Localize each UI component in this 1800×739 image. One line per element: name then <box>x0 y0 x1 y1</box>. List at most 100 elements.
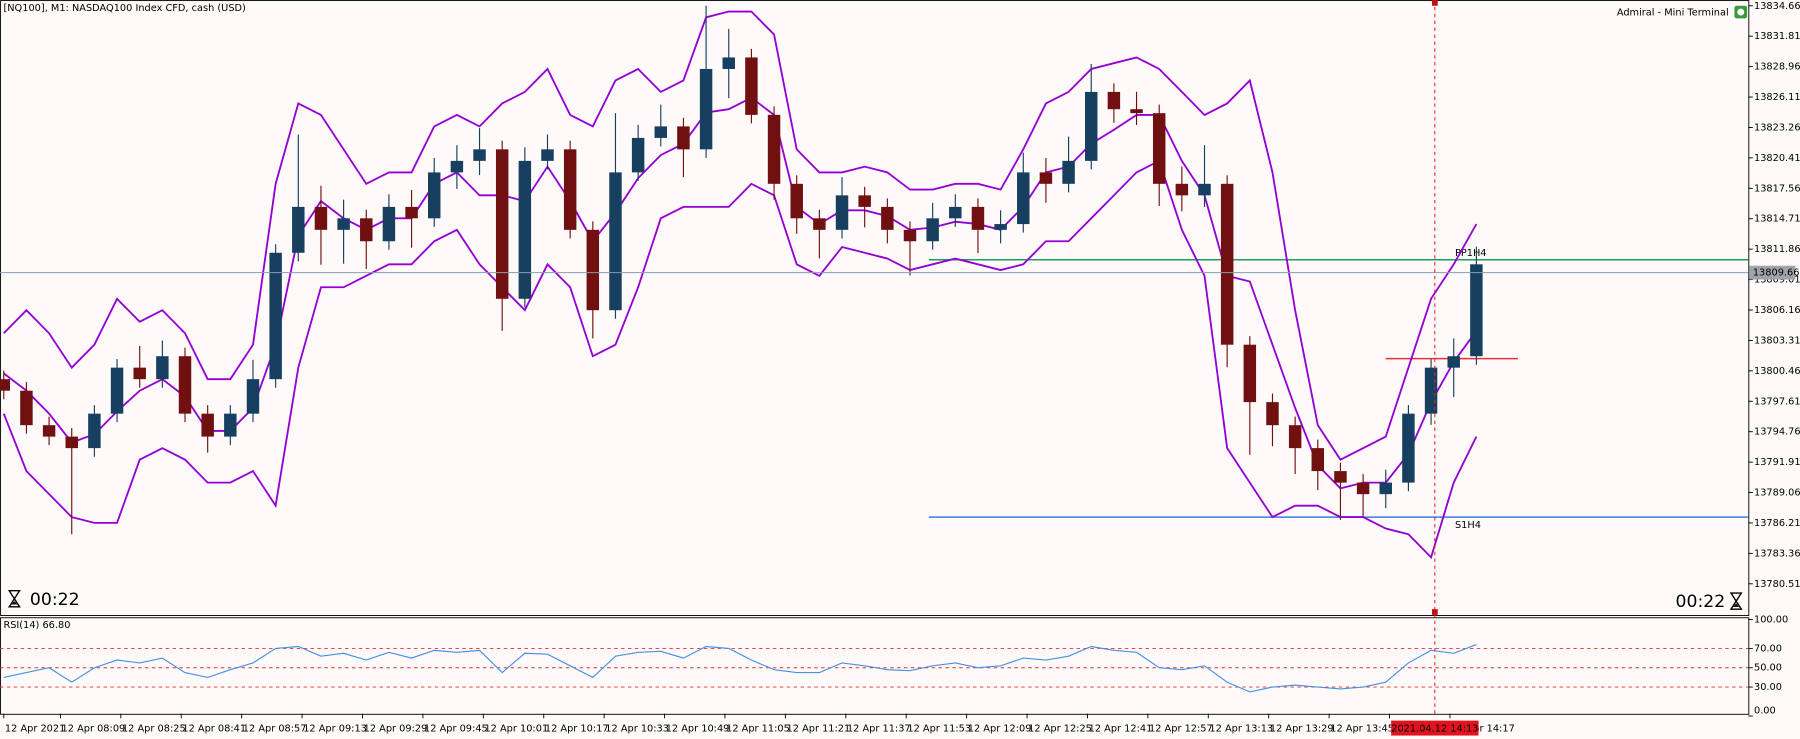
candle <box>1402 405 1415 492</box>
pivot-label: PP1H4 <box>1455 248 1487 259</box>
y-tick-label: 13817.56 <box>1754 183 1800 194</box>
terminal-icon <box>1734 5 1748 19</box>
candle <box>699 5 713 158</box>
x-tick-label: 12 Apr 09:45 <box>424 724 488 735</box>
candle-body <box>20 390 33 426</box>
candle <box>88 405 101 457</box>
candle-body <box>835 195 849 230</box>
x-tick-label: 12 Apr 12:57 <box>1149 724 1213 735</box>
candle-body <box>110 367 124 414</box>
terminal-label: Admiral - Mini Terminal <box>1617 8 1729 19</box>
candle-body <box>495 149 509 299</box>
candle <box>1334 462 1347 520</box>
y-tick-label: 13811.86 <box>1754 244 1800 255</box>
candle-body <box>88 413 101 449</box>
candle-body <box>269 252 282 380</box>
candle <box>1311 439 1325 490</box>
candle-body <box>631 137 645 173</box>
candle-body <box>518 160 532 299</box>
hourglass-left <box>7 590 21 608</box>
candle <box>337 199 350 264</box>
candle-body <box>1311 448 1325 472</box>
candle <box>1107 83 1121 123</box>
candle <box>949 194 962 227</box>
y-tick-label: 13791.91 <box>1754 457 1800 468</box>
candle-body <box>994 224 1007 230</box>
candle-body <box>292 206 305 253</box>
candle-body <box>1039 172 1053 184</box>
candle <box>1198 145 1211 208</box>
crosshair-marker <box>1431 609 1438 615</box>
candle <box>903 221 917 276</box>
x-tick-label: 12 Apr 11:05 <box>726 724 790 735</box>
candle-body <box>1175 183 1189 196</box>
candle-body <box>246 379 260 414</box>
candle-body <box>133 367 146 380</box>
candle-body <box>699 68 713 150</box>
candle <box>473 128 486 176</box>
candle <box>156 340 169 388</box>
candle-body <box>1017 172 1030 225</box>
bollinger-lower <box>2 159 1478 560</box>
hourglass-right <box>1728 590 1744 611</box>
x-tick-label: 12 Apr 10:01 <box>484 724 548 735</box>
chart-title: [NQ100], M1: NASDAQ100 Index CFD, cash (… <box>3 3 245 14</box>
candle-body <box>42 425 56 437</box>
candle <box>1039 157 1053 203</box>
x-tick-label: 12 Apr 09:13 <box>303 724 367 735</box>
x-tick-label: 12 Apr 13:45 <box>1330 724 1394 735</box>
bar-timer-left: 00:22 <box>30 590 80 610</box>
candle-body <box>1220 183 1234 345</box>
candle-body <box>541 149 554 161</box>
candle-body <box>1085 91 1098 161</box>
candle-body <box>1447 356 1460 368</box>
candle-body <box>903 229 917 242</box>
candle <box>360 209 373 270</box>
y-tick-label: 13806.16 <box>1754 305 1800 316</box>
candle-body <box>949 206 962 219</box>
candle-body <box>790 183 803 219</box>
candle-body <box>427 172 441 219</box>
candle-body <box>1266 402 1279 426</box>
x-tick-label: 12 Apr 08:09 <box>62 724 126 735</box>
candle <box>1130 91 1143 125</box>
candle <box>563 140 577 239</box>
candle-body <box>1130 109 1143 114</box>
y-tick-label: 13809.01 <box>1754 275 1800 286</box>
candle <box>1062 136 1075 193</box>
candle-body <box>382 206 396 242</box>
y-tick-label: 13823.26 <box>1754 122 1800 133</box>
rsi-line <box>3 644 1477 693</box>
x-tick-label: 12 Apr 11:37 <box>847 724 911 735</box>
candle <box>110 359 124 423</box>
crosshair-marker <box>1431 0 1438 6</box>
candle <box>42 416 56 446</box>
candle-body <box>1062 160 1075 184</box>
y-tick-label: 13828.96 <box>1754 62 1800 73</box>
candle <box>541 134 554 170</box>
candle <box>201 405 214 453</box>
y-tick-label: 13826.11 <box>1754 92 1800 103</box>
crosshair-time-box <box>1391 720 1479 736</box>
candle-body <box>1470 264 1483 357</box>
candle <box>178 347 192 423</box>
candle <box>65 428 78 535</box>
candle <box>631 124 645 181</box>
candle-body <box>337 218 350 230</box>
candle-body <box>224 413 237 437</box>
candle <box>1288 416 1302 474</box>
candle <box>427 157 441 227</box>
indicator-title: RSI(14) 66.80 <box>3 620 70 631</box>
candle <box>518 147 532 308</box>
candle <box>881 198 894 244</box>
x-tick-label: 12 Apr 09:29 <box>364 724 428 735</box>
candle-body <box>178 356 192 414</box>
candle <box>246 359 260 423</box>
candle-body <box>745 57 758 115</box>
y-tick-label: 13834.66 <box>1754 1 1800 12</box>
candle <box>1243 336 1257 455</box>
candle <box>971 198 985 253</box>
y-tick-label: 13786.21 <box>1754 518 1800 529</box>
y-tick-label: 30.00 <box>1754 682 1782 693</box>
